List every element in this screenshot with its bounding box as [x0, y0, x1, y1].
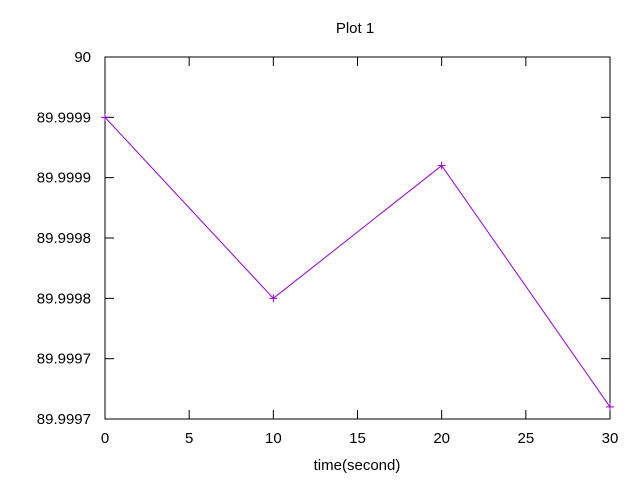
y-tick-label: 89.9997 [37, 351, 91, 368]
y-tick-label: 89.9998 [37, 230, 91, 247]
y-tick-label: 90 [74, 49, 91, 66]
x-axis-label: time(second) [314, 457, 401, 474]
y-tick-label: 89.9998 [37, 290, 91, 307]
y-tick-label: 89.9997 [37, 411, 91, 428]
x-tick-label: 20 [433, 430, 450, 447]
x-tick-label: 30 [602, 430, 619, 447]
x-tick-label: 15 [349, 430, 366, 447]
data-point-marker [101, 113, 109, 122]
y-axis-ticks: 89.9997 89.9997 89.9998 89.9998 89.9999 89.99… [37, 49, 610, 428]
x-tick-label: 5 [185, 430, 193, 447]
data-point-marker [269, 294, 278, 303]
data-point-marker [606, 402, 614, 411]
chart-title: Plot 1 [336, 20, 374, 37]
data-point-marker [437, 161, 446, 170]
series-line [104, 116, 611, 408]
x-axis-ticks: 0 5 10 15 20 25 30 [101, 57, 619, 447]
x-tick-label: 0 [101, 430, 109, 447]
x-tick-label: 25 [517, 430, 534, 447]
x-tick-label: 10 [265, 430, 282, 447]
y-tick-label: 89.9999 [37, 170, 91, 187]
plot-frame [104, 56, 611, 420]
y-tick-label: 89.9999 [37, 109, 91, 126]
series-layer [101, 113, 614, 411]
